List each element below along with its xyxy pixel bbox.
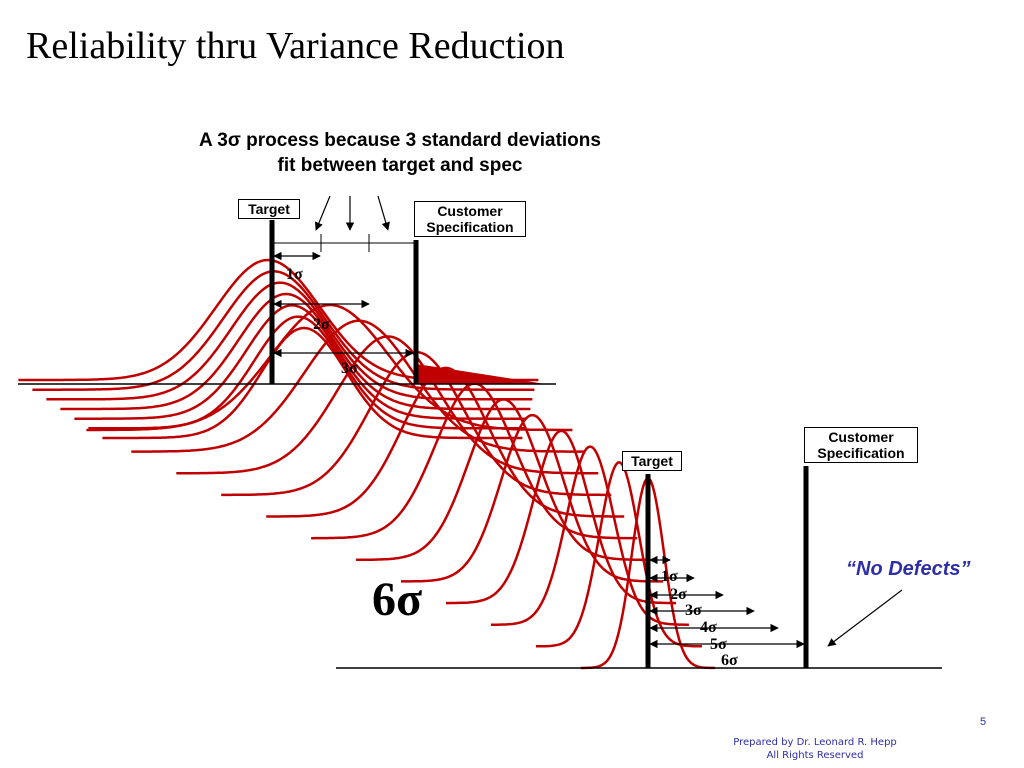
top-bell-curve <box>46 281 533 401</box>
top-sigma-label-1: 1σ <box>286 266 303 283</box>
footer-line-2: All Rights Reserved <box>766 750 864 761</box>
defect-tail-area <box>416 364 545 384</box>
sigma-bracket <box>272 234 416 252</box>
bottom-bell-curve <box>490 445 689 626</box>
top-sigma-label-2: 2σ <box>313 316 330 333</box>
top-bell-curve <box>18 258 539 382</box>
footer-line-1: Prepared by Dr. Leonard R. Hepp <box>733 737 897 748</box>
bottom-bell-curve <box>401 413 663 583</box>
top-bell-curve <box>32 270 535 391</box>
top-spec-label-line-1: Customer <box>437 203 503 219</box>
headline-line-1: A 3σ process because 3 standard deviatio… <box>199 130 601 151</box>
bottom-spec-label-line-1: Customer <box>828 429 894 445</box>
bottom-spec-label: Customer Specification <box>804 427 918 463</box>
bottom-bell-curve <box>131 319 586 453</box>
bottom-sigma-label-3: 3σ <box>685 602 702 619</box>
top-bell-curve <box>102 326 523 440</box>
bottom-bell-curve <box>176 335 599 475</box>
bottom-sigma-label-6: 6σ <box>721 652 738 669</box>
top-target-label: Target <box>238 199 300 219</box>
top-sigma-label-3: 3σ <box>341 360 358 377</box>
three-sigma-curve-sequence <box>18 258 539 440</box>
bottom-sigma-label-4: 4σ <box>700 619 717 636</box>
six-sigma-label: 6σ <box>372 573 423 626</box>
bottom-sigma-arrows <box>649 555 805 649</box>
top-bell-curve <box>88 315 525 430</box>
bottom-sigma-label-2: 2σ <box>670 586 687 603</box>
headline-line-2: fit between target and spec <box>277 155 523 176</box>
footer-credit: Prepared by Dr. Leonard R. Hepp All Righ… <box>712 736 918 762</box>
top-bell-curve <box>60 292 531 411</box>
bottom-sigma-label-5: 5σ <box>710 636 727 653</box>
diagram-headline: A 3σ process because 3 standard deviatio… <box>140 128 660 178</box>
bottom-bell-curve <box>266 366 625 518</box>
bottom-bell-curve <box>535 461 702 648</box>
top-spec-label: Customer Specification <box>414 201 526 237</box>
top-sigma-arrows <box>273 251 414 358</box>
bottom-target-label: Target <box>622 451 682 471</box>
pointer-arrows <box>314 195 390 231</box>
no-defects-callout: “No Defects” <box>846 558 971 580</box>
bottom-spec-label-line-2: Specification <box>817 445 905 461</box>
page-number: 5 <box>980 716 987 728</box>
top-spec-label-line-2: Specification <box>426 219 514 235</box>
no-defects-arrow <box>827 589 903 647</box>
slide-title: Reliability thru Variance Reduction <box>26 25 565 67</box>
bottom-sigma-label-1: 1σ <box>661 568 678 585</box>
